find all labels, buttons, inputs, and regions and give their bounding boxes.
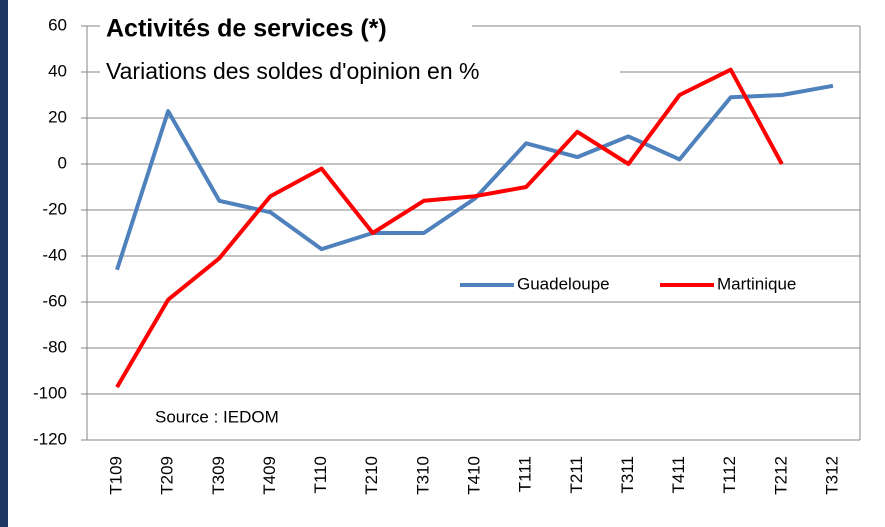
x-tick-label: T109 bbox=[106, 456, 125, 495]
x-tick-label: T410 bbox=[464, 456, 483, 495]
x-tick-label: T309 bbox=[209, 456, 228, 495]
x-tick-label: T112 bbox=[720, 456, 739, 494]
x-tick-label: T310 bbox=[413, 456, 432, 495]
chart-subtitle: Variations des soldes d'opinion en % bbox=[106, 58, 479, 84]
x-tick-label: T311 bbox=[618, 456, 637, 494]
x-tick-label: T409 bbox=[260, 456, 279, 495]
y-tick-label: -120 bbox=[33, 429, 67, 448]
line-series bbox=[115, 67, 784, 389]
y-tick-label: 0 bbox=[58, 153, 67, 172]
x-tick-label: T111 bbox=[516, 456, 535, 492]
subtitle-bg bbox=[100, 54, 620, 90]
x-tick-label: T312 bbox=[822, 456, 841, 495]
x-tick-label: T212 bbox=[771, 456, 790, 495]
y-tick-label: 20 bbox=[48, 107, 67, 126]
x-tick-label: T411 bbox=[669, 456, 688, 494]
title-bg bbox=[100, 8, 472, 48]
legend-label: Martinique bbox=[717, 274, 796, 293]
left-border bbox=[0, 0, 8, 527]
y-tick-label: 40 bbox=[48, 61, 67, 80]
x-tick-label: T210 bbox=[362, 456, 381, 495]
line-series bbox=[115, 83, 834, 271]
y-tick-label: 60 bbox=[48, 15, 67, 34]
legend-label: Guadeloupe bbox=[517, 274, 610, 293]
chart-title: Activités de services (*) bbox=[106, 15, 387, 43]
annotation: Source : IEDOM bbox=[155, 407, 279, 426]
x-tick-label: T211 bbox=[567, 456, 586, 494]
legend-bg bbox=[452, 270, 838, 300]
x-tick-label: T209 bbox=[158, 456, 177, 495]
y-tick-label: -100 bbox=[33, 383, 67, 402]
x-tick-label: T110 bbox=[311, 456, 330, 494]
y-tick-label: -60 bbox=[42, 291, 67, 310]
y-tick-label: -80 bbox=[42, 337, 67, 356]
y-tick-label: -40 bbox=[42, 245, 67, 264]
y-tick-label: -20 bbox=[42, 199, 67, 218]
